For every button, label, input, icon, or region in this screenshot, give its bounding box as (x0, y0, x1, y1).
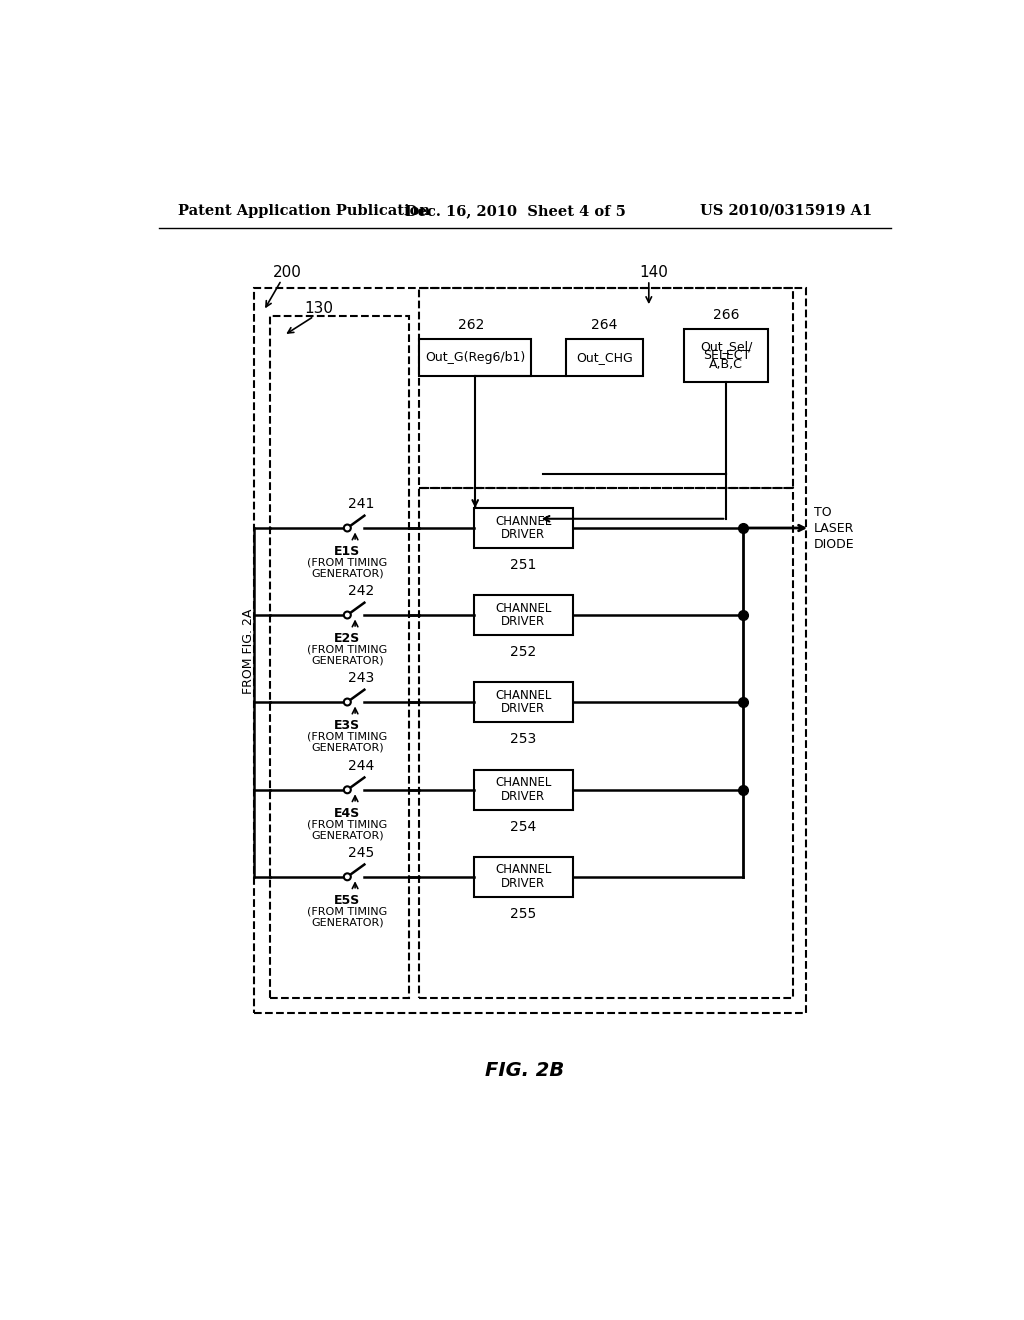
Text: DRIVER: DRIVER (501, 615, 546, 628)
Text: 254: 254 (510, 820, 537, 834)
Text: E1S: E1S (334, 545, 360, 558)
Bar (419, 488, 793, 998)
Text: CHANNEL: CHANNEL (495, 689, 552, 702)
Text: E3S: E3S (334, 719, 360, 733)
Bar (474, 508, 572, 548)
Bar (684, 330, 768, 381)
Text: Out_CHG: Out_CHG (577, 351, 633, 364)
Text: 262: 262 (458, 318, 484, 331)
Text: (FROM TIMING
GENERATOR): (FROM TIMING GENERATOR) (307, 818, 387, 841)
Text: FIG. 2B: FIG. 2B (485, 1061, 564, 1080)
Bar (474, 682, 572, 722)
Text: Dec. 16, 2010  Sheet 4 of 5: Dec. 16, 2010 Sheet 4 of 5 (406, 203, 626, 218)
Text: US 2010/0315919 A1: US 2010/0315919 A1 (699, 203, 872, 218)
Circle shape (344, 787, 351, 793)
Bar (474, 770, 572, 810)
Text: DRIVER: DRIVER (501, 528, 546, 541)
Text: CHANNEL: CHANNEL (495, 515, 552, 528)
Bar (254, 288, 806, 1014)
Text: 266: 266 (713, 308, 739, 322)
Text: 252: 252 (510, 645, 537, 659)
Text: 251: 251 (510, 558, 537, 572)
Text: 255: 255 (510, 907, 537, 921)
Bar (474, 857, 572, 896)
Bar (270, 317, 409, 998)
Bar (419, 339, 531, 376)
Text: DRIVER: DRIVER (501, 702, 546, 715)
Text: DRIVER: DRIVER (501, 791, 546, 804)
Circle shape (344, 698, 351, 705)
Text: (FROM TIMING
GENERATOR): (FROM TIMING GENERATOR) (307, 644, 387, 665)
Text: Out_Sel/: Out_Sel/ (700, 339, 753, 352)
Text: 264: 264 (592, 318, 617, 331)
Circle shape (344, 874, 351, 880)
Bar (566, 339, 643, 376)
Text: 241: 241 (348, 498, 375, 511)
Text: CHANNEL: CHANNEL (495, 776, 552, 789)
Text: 242: 242 (348, 583, 375, 598)
Text: CHANNEL: CHANNEL (495, 863, 552, 876)
Text: 253: 253 (510, 733, 537, 746)
Text: Patent Application Publication: Patent Application Publication (178, 203, 430, 218)
Text: TO
LASER
DIODE: TO LASER DIODE (814, 506, 854, 550)
Text: (FROM TIMING
GENERATOR): (FROM TIMING GENERATOR) (307, 906, 387, 928)
Text: E2S: E2S (334, 632, 360, 645)
Text: 140: 140 (640, 265, 669, 280)
Text: FROM FIG. 2A: FROM FIG. 2A (242, 609, 255, 694)
Text: 245: 245 (348, 846, 375, 859)
Text: 244: 244 (348, 759, 375, 774)
Text: (FROM TIMING
GENERATOR): (FROM TIMING GENERATOR) (307, 557, 387, 579)
Text: Out_G(Reg6/b1): Out_G(Reg6/b1) (425, 351, 525, 364)
Text: CHANNEL: CHANNEL (495, 602, 552, 615)
Text: (FROM TIMING
GENERATOR): (FROM TIMING GENERATOR) (307, 731, 387, 752)
Text: A,B,C: A,B,C (710, 358, 743, 371)
Text: SELECT: SELECT (702, 348, 750, 362)
Bar (419, 288, 793, 488)
Text: E4S: E4S (334, 807, 360, 820)
Circle shape (344, 524, 351, 532)
Text: 200: 200 (273, 265, 302, 280)
Bar (474, 595, 572, 635)
Text: E5S: E5S (334, 894, 360, 907)
Circle shape (344, 611, 351, 619)
Text: DRIVER: DRIVER (501, 878, 546, 890)
Text: 243: 243 (348, 671, 375, 685)
Text: 130: 130 (305, 301, 334, 315)
